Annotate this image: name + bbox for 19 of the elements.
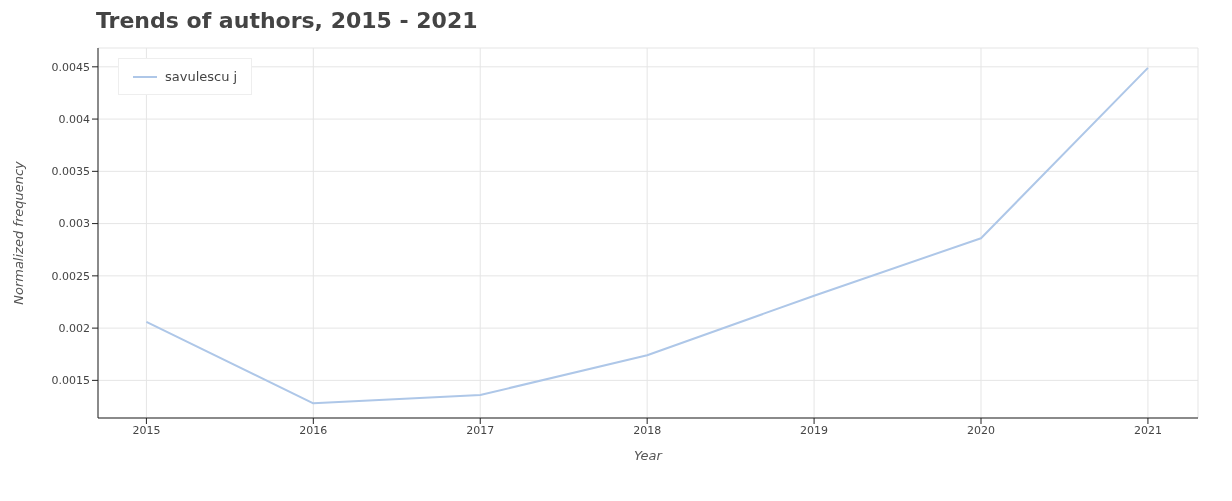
- y-tick-label: 0.0015: [51, 374, 90, 388]
- y-tick-label: 0.0045: [51, 60, 90, 74]
- x-tick-label: 2019: [800, 423, 829, 437]
- legend-label: savulescu j: [165, 69, 238, 84]
- x-tick-label: 2017: [466, 423, 495, 437]
- x-tick-label: 2018: [633, 423, 662, 437]
- x-tick-label: 2016: [299, 423, 328, 437]
- y-tick-label: 0.0025: [51, 269, 90, 283]
- y-tick-label: 0.0035: [51, 165, 90, 179]
- y-tick-label: 0.004: [58, 112, 90, 126]
- chart-title: Trends of authors, 2015 - 2021: [96, 8, 479, 35]
- x-axis-title: Year: [634, 448, 664, 463]
- line-series: [145, 66, 1149, 405]
- y-tick-label: 0.002: [58, 322, 90, 336]
- y-tick-label: 0.003: [58, 217, 90, 231]
- y-axis-title: Normalized frequency: [10, 160, 26, 305]
- x-tick-label: 2015: [132, 423, 161, 437]
- x-tick-label: 2020: [967, 423, 995, 437]
- x-tick-label: 2021: [1133, 423, 1162, 437]
